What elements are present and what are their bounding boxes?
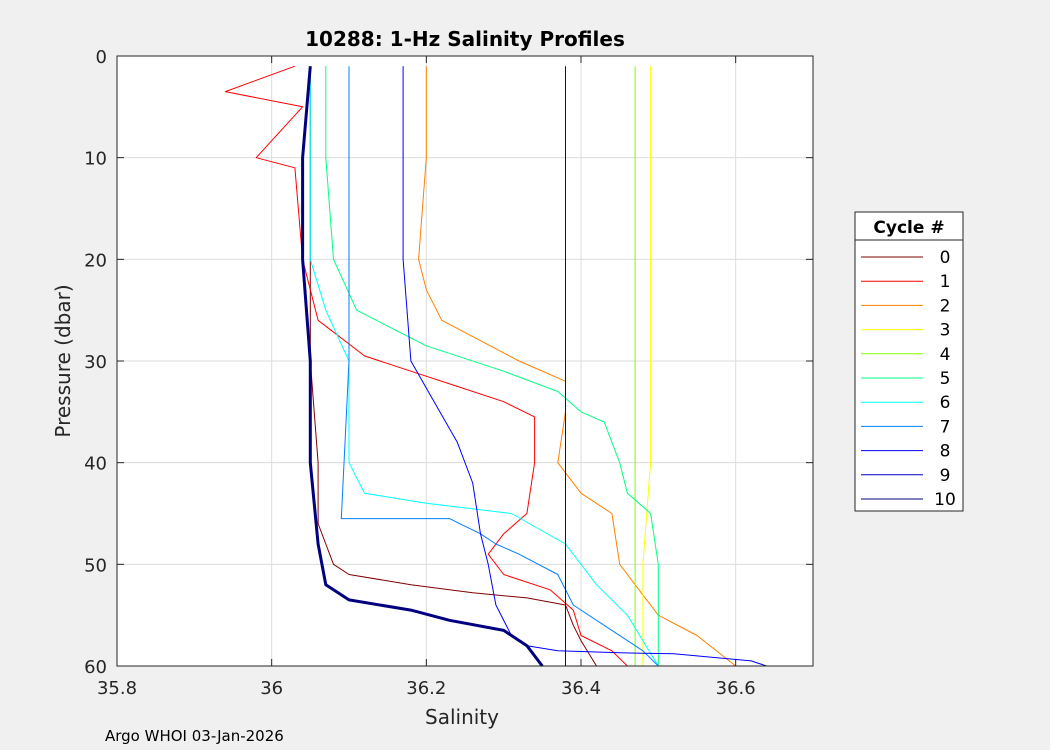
legend-label-cycle-8: 8 xyxy=(940,442,951,462)
legend-title: Cycle # xyxy=(873,218,944,238)
y-tick-label: 60 xyxy=(84,657,107,678)
series-line-cycle-6 xyxy=(309,66,659,667)
legend-label-cycle-3: 3 xyxy=(940,321,951,341)
legend-label-cycle-4: 4 xyxy=(940,345,951,365)
x-tick-label: 35.8 xyxy=(97,678,137,699)
series-layer xyxy=(224,65,767,667)
y-axis-label: Pressure (dbar) xyxy=(51,284,75,437)
series-line-cycle-3 xyxy=(642,66,652,666)
x-tick-label: 36 xyxy=(260,678,283,699)
legend: Cycle # 0 1 2 3 4 5 6 7 8 9 10 xyxy=(854,211,964,512)
legend-label-cycle-10: 10 xyxy=(934,490,956,510)
chart-title: 10288: 1-Hz Salinity Profiles xyxy=(305,27,625,51)
legend-label-cycle-2: 2 xyxy=(940,296,951,316)
y-tick-label: 50 xyxy=(84,555,107,576)
y-tick-label: 30 xyxy=(84,352,107,373)
legend-label-cycle-6: 6 xyxy=(940,393,951,413)
x-tick-label: 36.2 xyxy=(406,678,446,699)
y-tick-label: 0 xyxy=(96,47,107,68)
x-tick-label: 36.6 xyxy=(716,678,756,699)
legend-label-cycle-5: 5 xyxy=(940,369,951,389)
series-line-cycle-7 xyxy=(340,66,659,667)
legend-label-cycle-0: 0 xyxy=(940,248,951,268)
legend-items: 0 1 2 3 4 5 6 7 8 9 10 xyxy=(861,248,956,510)
series-line-cycle-8 xyxy=(402,66,767,667)
y-tick-label: 20 xyxy=(84,250,107,271)
legend-label-cycle-9: 9 xyxy=(940,466,951,486)
legend-label-cycle-1: 1 xyxy=(940,272,951,292)
x-tick-label: 36.4 xyxy=(561,678,601,699)
y-tick-label: 40 xyxy=(84,454,107,475)
series-line-cycle-10 xyxy=(301,66,544,667)
series-line-cycle-1 xyxy=(224,65,628,667)
legend-box xyxy=(854,211,964,512)
x-axis-label: Salinity xyxy=(425,705,499,729)
footer-caption: Argo WHOI 03-Jan-2026 xyxy=(105,727,284,745)
y-tick-label: 10 xyxy=(84,149,107,170)
series-line-cycle-5 xyxy=(325,66,659,666)
legend-label-cycle-7: 7 xyxy=(940,417,951,437)
axes: 35.8 36 36.2 36.4 36.6 0 10 20 30 40 50 60 xyxy=(84,47,813,699)
